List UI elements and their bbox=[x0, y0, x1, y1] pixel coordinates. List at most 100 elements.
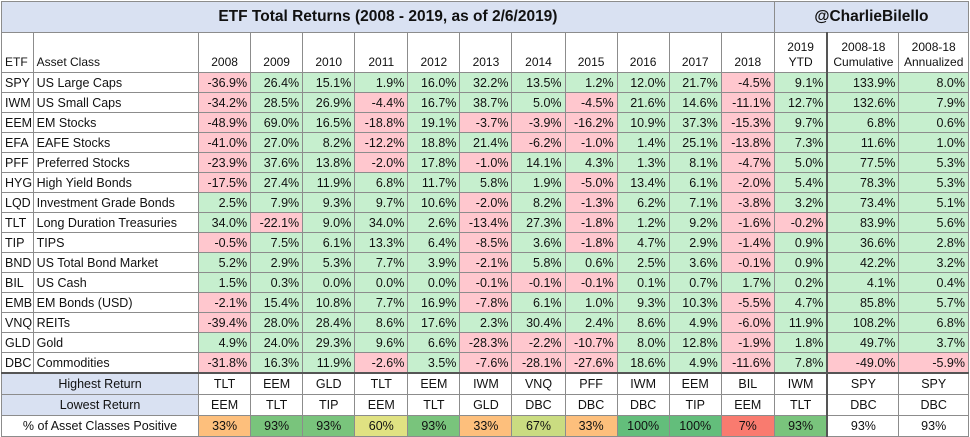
return-cell: -31.8% bbox=[198, 352, 252, 374]
table-row: BIL US Cash 1.5% 0.3% 0.0% 0.0% 0.0% -0.1% -0.1%… bbox=[1, 272, 969, 293]
return-cell: 9.3% bbox=[302, 192, 356, 213]
return-cell: -3.8% bbox=[720, 192, 775, 213]
return-cell: -39.4% bbox=[198, 312, 252, 333]
return-cell: 10.9% bbox=[616, 112, 670, 133]
highest-return-row-cell: EEM bbox=[668, 372, 722, 395]
title-row: ETF Total Returns (2008 - 2019, as of 2/… bbox=[1, 1, 970, 33]
return-cell: 21.7% bbox=[668, 72, 722, 93]
return-cell: 4.9% bbox=[668, 352, 722, 374]
etf-ticker: SPY bbox=[1, 72, 34, 93]
table-row: IWM US Small Caps -34.2% 28.5% 26.9% -4.4% 16.… bbox=[1, 92, 969, 113]
return-cell: 2.6% bbox=[407, 212, 461, 233]
return-cell: 16.3% bbox=[250, 352, 304, 374]
asset-class-label: High Yield Bonds bbox=[32, 172, 200, 193]
return-cell: -4.5% bbox=[720, 72, 775, 93]
return-cell: 1.0% bbox=[564, 292, 618, 313]
pct-positive-row-cell: 100% bbox=[616, 415, 670, 437]
return-cell: 5.2% bbox=[198, 252, 252, 273]
return-cell: -2.1% bbox=[198, 292, 252, 313]
return-cell: 2.5% bbox=[198, 192, 252, 213]
header-year: 2018 bbox=[720, 32, 775, 73]
return-cell: 17.6% bbox=[407, 312, 461, 333]
return-cell: 9.6% bbox=[354, 332, 409, 353]
header-year: 2011 bbox=[354, 32, 409, 73]
return-cell: -1.6% bbox=[720, 212, 775, 233]
return-cell: -48.9% bbox=[198, 112, 252, 133]
return-cell: 29.3% bbox=[302, 332, 356, 353]
return-cell: 4.9% bbox=[198, 332, 252, 353]
return-cell: 3.6% bbox=[668, 252, 722, 273]
return-cell: 0.4% bbox=[898, 272, 969, 293]
return-cell: 6.4% bbox=[407, 232, 461, 253]
return-cell: 9.7% bbox=[354, 192, 409, 213]
return-cell: 21.4% bbox=[459, 132, 513, 153]
return-cell: -0.2% bbox=[773, 212, 828, 233]
return-cell: 13.8% bbox=[302, 152, 356, 173]
return-cell: 30.4% bbox=[511, 312, 566, 333]
return-cell: 34.0% bbox=[198, 212, 252, 233]
return-cell: 8.0% bbox=[898, 72, 969, 93]
highest-return-row-cell: BIL bbox=[720, 372, 775, 395]
highest-return-row-cell: EEM bbox=[407, 372, 461, 395]
return-cell: -2.0% bbox=[720, 172, 775, 193]
return-cell: 1.3% bbox=[616, 152, 670, 173]
return-cell: 1.9% bbox=[354, 72, 409, 93]
return-cell: 7.3% bbox=[773, 132, 828, 153]
return-cell: 11.9% bbox=[302, 352, 356, 374]
return-cell: 27.0% bbox=[250, 132, 304, 153]
return-cell: -2.2% bbox=[511, 332, 566, 353]
header-year: 2013 bbox=[459, 32, 513, 73]
header-annualized: 2008-18 Annualized bbox=[898, 32, 969, 73]
pct-positive-row-cell: 93% bbox=[407, 415, 461, 437]
pct-positive-row-cell: 100% bbox=[668, 415, 722, 437]
table-title: ETF Total Returns (2008 - 2019, as of 2/… bbox=[1, 1, 775, 33]
return-cell: -6.2% bbox=[511, 132, 566, 153]
return-cell: -36.9% bbox=[198, 72, 252, 93]
asset-class-label: EM Bonds (USD) bbox=[32, 292, 200, 313]
highest-return-row-cell: TLT bbox=[354, 372, 409, 395]
table-row: GLD Gold 4.9% 24.0% 29.3% 9.6% 6.6% -28.3% -2.2%… bbox=[1, 332, 969, 353]
lowest-return-row-cell: DBC bbox=[898, 394, 969, 416]
asset-class-label: US Small Caps bbox=[32, 92, 200, 113]
return-cell: 5.3% bbox=[898, 172, 969, 193]
return-cell: -0.1% bbox=[459, 272, 513, 293]
return-cell: 11.6% bbox=[826, 132, 900, 153]
return-cell: -1.9% bbox=[720, 332, 775, 353]
return-cell: -11.1% bbox=[720, 92, 775, 113]
return-cell: 5.8% bbox=[511, 252, 566, 273]
return-cell: 0.2% bbox=[773, 272, 828, 293]
return-cell: -0.5% bbox=[198, 232, 252, 253]
return-cell: 1.9% bbox=[511, 172, 566, 193]
return-cell: 8.0% bbox=[616, 332, 670, 353]
pct-positive-row-cell: 93% bbox=[302, 415, 356, 437]
highest-return-row-cell: PFF bbox=[564, 372, 618, 395]
lowest-return-row-cell: EEM bbox=[354, 394, 409, 416]
highest-return-row-cell: EEM bbox=[250, 372, 304, 395]
return-cell: 6.1% bbox=[511, 292, 566, 313]
return-cell: -34.2% bbox=[198, 92, 252, 113]
lowest-return-row-cell: TLT bbox=[250, 394, 304, 416]
asset-class-label: EAFE Stocks bbox=[32, 132, 200, 153]
highest-return-row-cell: GLD bbox=[302, 372, 356, 395]
return-cell: 2.5% bbox=[616, 252, 670, 273]
return-cell: -0.1% bbox=[564, 272, 618, 293]
return-cell: 4.1% bbox=[826, 272, 900, 293]
return-cell: -23.9% bbox=[198, 152, 252, 173]
asset-class-label: Preferred Stocks bbox=[32, 152, 200, 173]
lowest-return-row-cell: TLT bbox=[773, 394, 828, 416]
return-cell: 5.0% bbox=[773, 152, 828, 173]
lowest-return-row-cell: TIP bbox=[668, 394, 722, 416]
asset-class-label: REITs bbox=[32, 312, 200, 333]
return-cell: -1.8% bbox=[564, 232, 618, 253]
return-cell: 42.2% bbox=[826, 252, 900, 273]
return-cell: 3.9% bbox=[407, 252, 461, 273]
header-cumulative: 2008-18 Cumulative bbox=[826, 32, 900, 73]
pct-positive-row-cell: 33% bbox=[198, 415, 252, 437]
return-cell: -0.1% bbox=[511, 272, 566, 293]
return-cell: 15.4% bbox=[250, 292, 304, 313]
return-cell: 2.3% bbox=[459, 312, 513, 333]
return-cell: -28.3% bbox=[459, 332, 513, 353]
return-cell: -15.3% bbox=[720, 112, 775, 133]
return-cell: 85.8% bbox=[826, 292, 900, 313]
header-year: 2009 bbox=[250, 32, 304, 73]
